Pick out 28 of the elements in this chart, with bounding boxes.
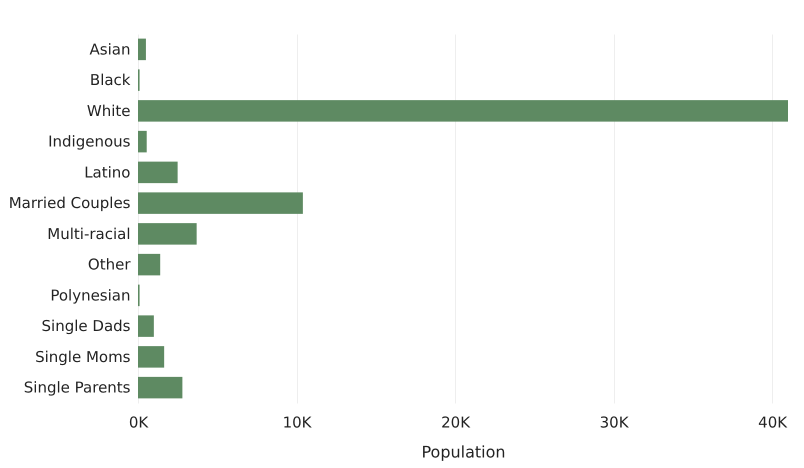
y-tick-label: Other [88,256,132,274]
x-tick-label: 0K [128,414,150,432]
x-tick-label: 20K [441,414,472,432]
bar [138,100,788,122]
y-tick-label: Indigenous [48,132,131,151]
bar [138,130,147,152]
x-axis-title: Population [421,442,506,462]
x-tick-label: 40K [758,414,788,432]
y-tick-label: Asian [90,40,130,58]
bar [138,38,146,60]
bar [138,162,178,184]
y-tick-label: Single Parents [24,378,131,397]
bar [138,254,160,276]
y-tick-label: Single Moms [35,348,131,366]
y-tick-label: Polynesian [50,286,130,304]
bar [138,223,197,245]
y-tick-label: Single Dads [42,317,131,336]
bar [138,376,182,398]
y-tick-label: Black [90,71,131,90]
y-tick-label: White [86,102,130,120]
y-tick-label: Multi-racial [47,224,130,243]
bar [138,315,154,337]
y-tick-label: Latino [84,163,130,182]
bar [138,192,303,214]
x-tick-label: 10K [282,414,313,432]
y-tick-label: Married Couples [8,194,131,212]
x-tick-label: 30K [600,414,630,432]
bar [138,346,164,368]
